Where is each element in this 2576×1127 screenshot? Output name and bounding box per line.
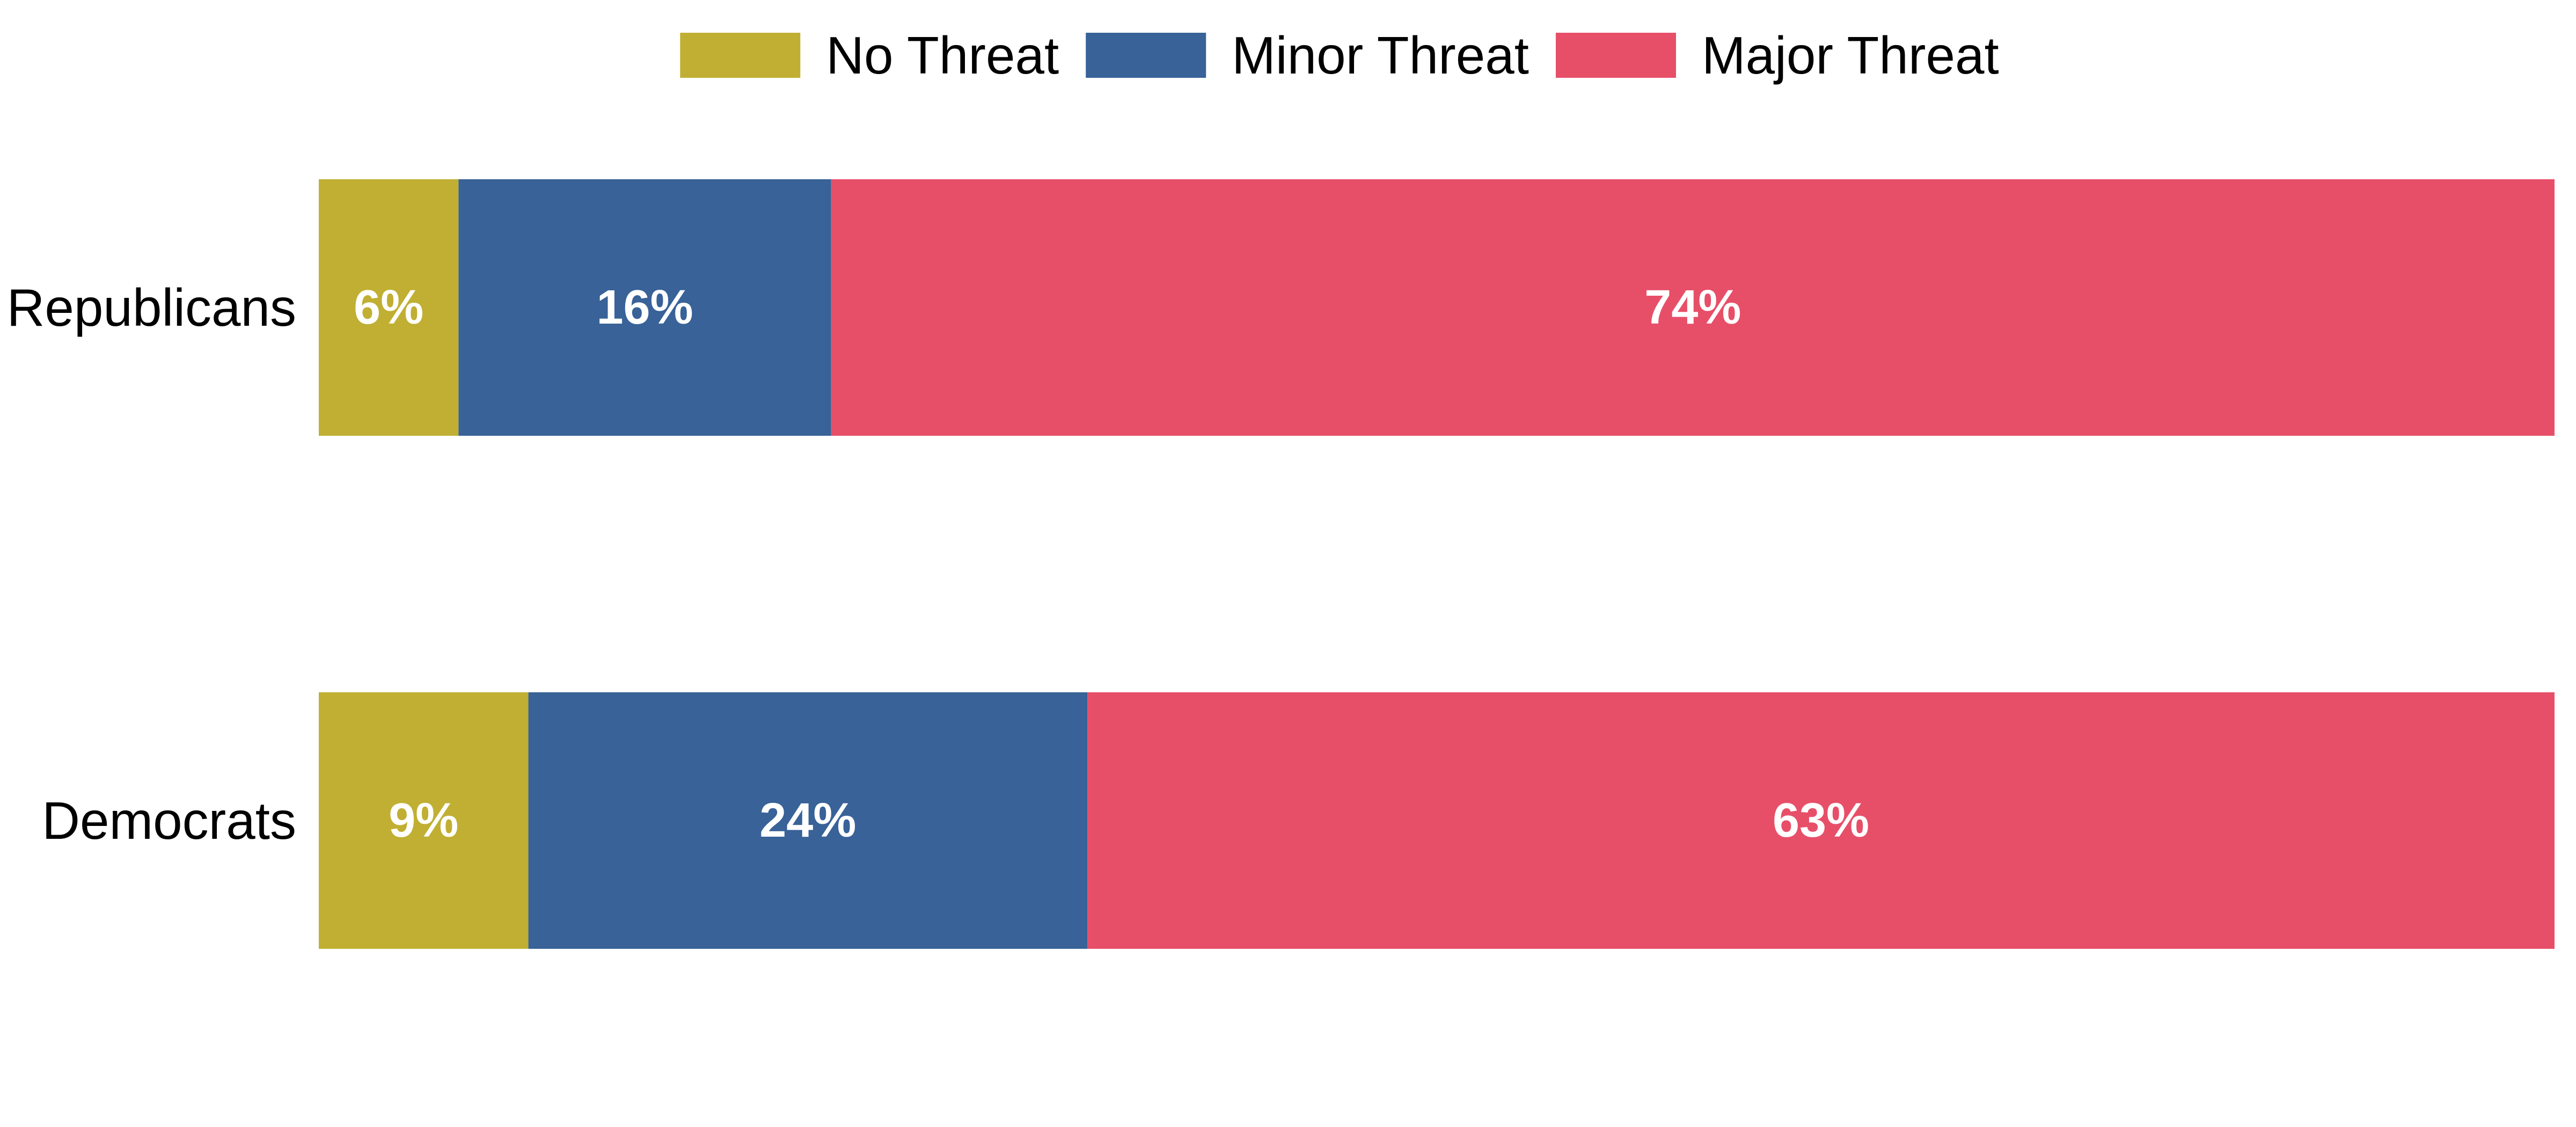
- legend-swatch-major-threat: [1555, 33, 1676, 78]
- category-labels: Republicans Democrats: [7, 278, 296, 850]
- value-label-democrats-no-threat: 9%: [389, 794, 458, 847]
- legend-swatch-no-threat: [680, 33, 801, 78]
- value-labels: 6% 16% 74% 9% 24% 63%: [354, 281, 1869, 847]
- bar-republicans-major-threat: [831, 179, 2555, 436]
- value-label-republicans-major-threat: 74%: [1644, 281, 1741, 334]
- legend: No Threat Minor Threat Major Threat: [680, 26, 1999, 85]
- value-label-republicans-no-threat: 6%: [354, 281, 423, 334]
- legend-item-major-threat: Major Threat: [1555, 26, 1999, 85]
- bar-democrats-no-threat: [319, 692, 529, 949]
- bar-republicans-no-threat: [319, 179, 459, 436]
- bar-democrats-major-threat: [1087, 692, 2555, 949]
- value-label-republicans-minor-threat: 16%: [596, 281, 693, 334]
- bars: [319, 179, 2555, 949]
- legend-swatch-minor-threat: [1086, 33, 1206, 78]
- category-label-democrats: Democrats: [42, 791, 296, 850]
- bar-republicans-minor-threat: [458, 179, 831, 436]
- legend-label-no-threat: No Threat: [826, 26, 1059, 85]
- category-label-republicans: Republicans: [7, 278, 296, 337]
- value-label-democrats-minor-threat: 24%: [759, 794, 856, 847]
- bar-democrats-minor-threat: [528, 692, 1088, 949]
- legend-item-no-threat: No Threat: [680, 26, 1059, 85]
- legend-label-minor-threat: Minor Threat: [1232, 26, 1529, 85]
- legend-item-minor-threat: Minor Threat: [1086, 26, 1529, 85]
- legend-label-major-threat: Major Threat: [1702, 26, 1999, 85]
- value-label-democrats-major-threat: 63%: [1773, 794, 1869, 847]
